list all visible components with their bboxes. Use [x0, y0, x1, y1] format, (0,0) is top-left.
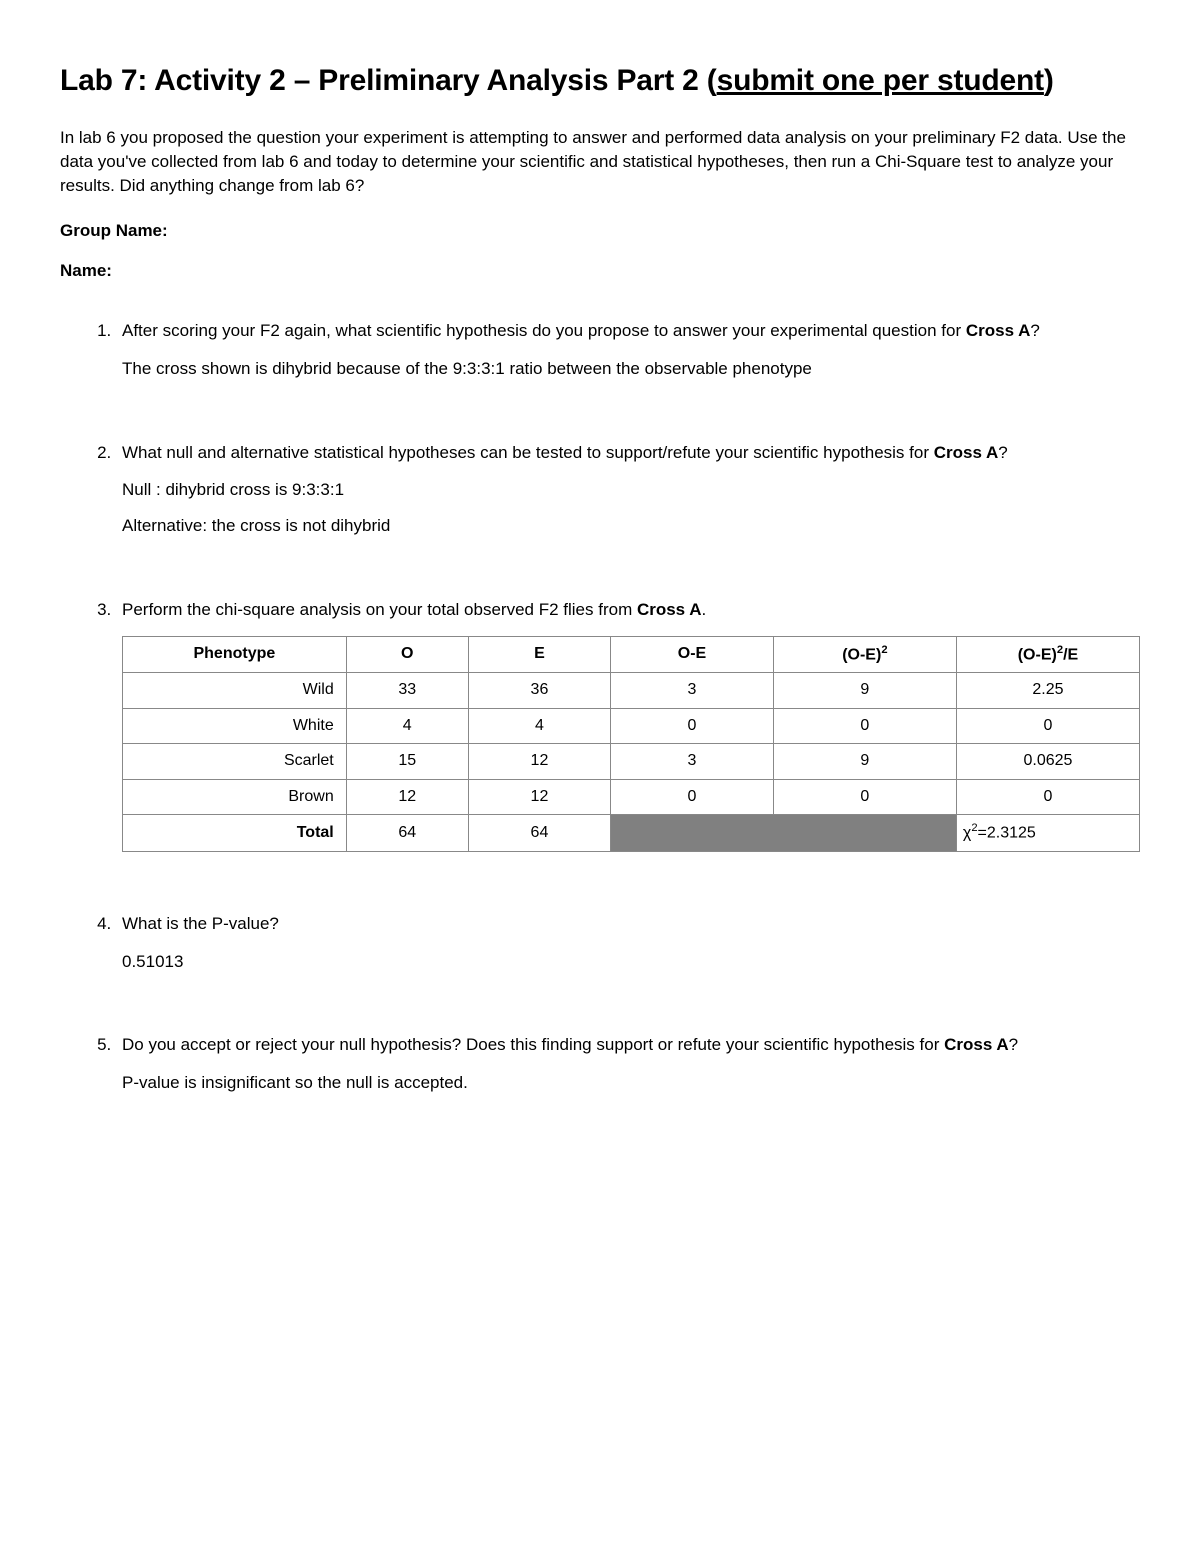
col-oe2e: (O-E)2/E [956, 636, 1139, 673]
col-oe: O-E [611, 636, 774, 673]
q5-answer: P-value is insignificant so the null is … [122, 1071, 1140, 1095]
cell-oe2: 0 [773, 779, 956, 814]
cell-total-e: 64 [468, 815, 610, 852]
col-e: E [468, 636, 610, 673]
table-total-row: Total 64 64 χ2=2.3125 [123, 815, 1140, 852]
col-oe2: (O-E)2 [773, 636, 956, 673]
q5-text-post: ? [1009, 1035, 1018, 1054]
q2-text-pre: What null and alternative statistical hy… [122, 443, 934, 462]
q4-text: What is the P-value? [122, 912, 1140, 936]
title-underlined: submit one per student [717, 64, 1044, 97]
question-1: After scoring your F2 again, what scient… [116, 319, 1140, 381]
cell-o: 4 [346, 708, 468, 743]
q1-answer: The cross shown is dihybrid because of t… [122, 357, 1140, 381]
cell-o: 12 [346, 779, 468, 814]
q5-bold: Cross A [944, 1035, 1009, 1054]
q3-text: Perform the chi-square analysis on your … [122, 598, 1140, 622]
q1-text-pre: After scoring your F2 again, what scient… [122, 321, 966, 340]
cell-oe: 3 [611, 673, 774, 708]
cell-oe2e: 0 [956, 779, 1139, 814]
cell-oe: 0 [611, 708, 774, 743]
cell-phenotype: Brown [123, 779, 347, 814]
cell-oe2: 9 [773, 744, 956, 779]
cell-total-label: Total [123, 815, 347, 852]
cell-total-o: 64 [346, 815, 468, 852]
table-body: Wild 33 36 3 9 2.25 White 4 4 0 0 0 Scar… [123, 673, 1140, 851]
cell-oe2e: 0 [956, 708, 1139, 743]
q2-answer-alt: Alternative: the cross is not dihybrid [122, 514, 1140, 538]
page-title: Lab 7: Activity 2 – Preliminary Analysis… [60, 60, 1140, 102]
name-label: Name: [60, 259, 1140, 283]
q2-text: What null and alternative statistical hy… [122, 441, 1140, 465]
title-suffix: ) [1044, 64, 1054, 97]
group-name-label: Group Name: [60, 219, 1140, 243]
cell-o: 15 [346, 744, 468, 779]
cell-e: 12 [468, 779, 610, 814]
q3-text-post: . [702, 600, 707, 619]
q5-text-pre: Do you accept or reject your null hypoth… [122, 1035, 944, 1054]
cell-oe: 0 [611, 779, 774, 814]
cell-oe2: 9 [773, 673, 956, 708]
q4-answer: 0.51013 [122, 950, 1140, 974]
question-5: Do you accept or reject your null hypoth… [116, 1033, 1140, 1095]
cell-phenotype: Wild [123, 673, 347, 708]
cell-phenotype: White [123, 708, 347, 743]
q2-bold: Cross A [934, 443, 999, 462]
table-row: Scarlet 15 12 3 9 0.0625 [123, 744, 1140, 779]
table-header-row: Phenotype O E O-E (O-E)2 (O-E)2/E [123, 636, 1140, 673]
cell-oe2: 0 [773, 708, 956, 743]
question-2: What null and alternative statistical hy… [116, 441, 1140, 538]
cell-o: 33 [346, 673, 468, 708]
intro-paragraph: In lab 6 you proposed the question your … [60, 126, 1140, 197]
cell-e: 36 [468, 673, 610, 708]
table-row: Wild 33 36 3 9 2.25 [123, 673, 1140, 708]
table-row: White 4 4 0 0 0 [123, 708, 1140, 743]
cell-oe: 3 [611, 744, 774, 779]
chi-square-table: Phenotype O E O-E (O-E)2 (O-E)2/E Wild 3… [122, 636, 1140, 852]
cell-oe2e: 2.25 [956, 673, 1139, 708]
q1-bold: Cross A [966, 321, 1031, 340]
cell-e: 12 [468, 744, 610, 779]
cell-grey-blank [611, 815, 957, 852]
q1-text: After scoring your F2 again, what scient… [122, 319, 1140, 343]
question-3: Perform the chi-square analysis on your … [116, 598, 1140, 852]
title-prefix: Lab 7: Activity 2 – Preliminary Analysis… [60, 64, 717, 97]
cell-phenotype: Scarlet [123, 744, 347, 779]
question-4: What is the P-value? 0.51013 [116, 912, 1140, 974]
col-phenotype: Phenotype [123, 636, 347, 673]
question-list: After scoring your F2 again, what scient… [60, 319, 1140, 1095]
col-o: O [346, 636, 468, 673]
q2-text-post: ? [998, 443, 1007, 462]
cell-e: 4 [468, 708, 610, 743]
q1-text-post: ? [1030, 321, 1039, 340]
table-row: Brown 12 12 0 0 0 [123, 779, 1140, 814]
cell-chi-result: χ2=2.3125 [956, 815, 1139, 852]
q2-answer-null: Null : dihybrid cross is 9:3:3:1 [122, 478, 1140, 502]
cell-oe2e: 0.0625 [956, 744, 1139, 779]
q3-text-pre: Perform the chi-square analysis on your … [122, 600, 637, 619]
q3-bold: Cross A [637, 600, 702, 619]
q5-text: Do you accept or reject your null hypoth… [122, 1033, 1140, 1057]
